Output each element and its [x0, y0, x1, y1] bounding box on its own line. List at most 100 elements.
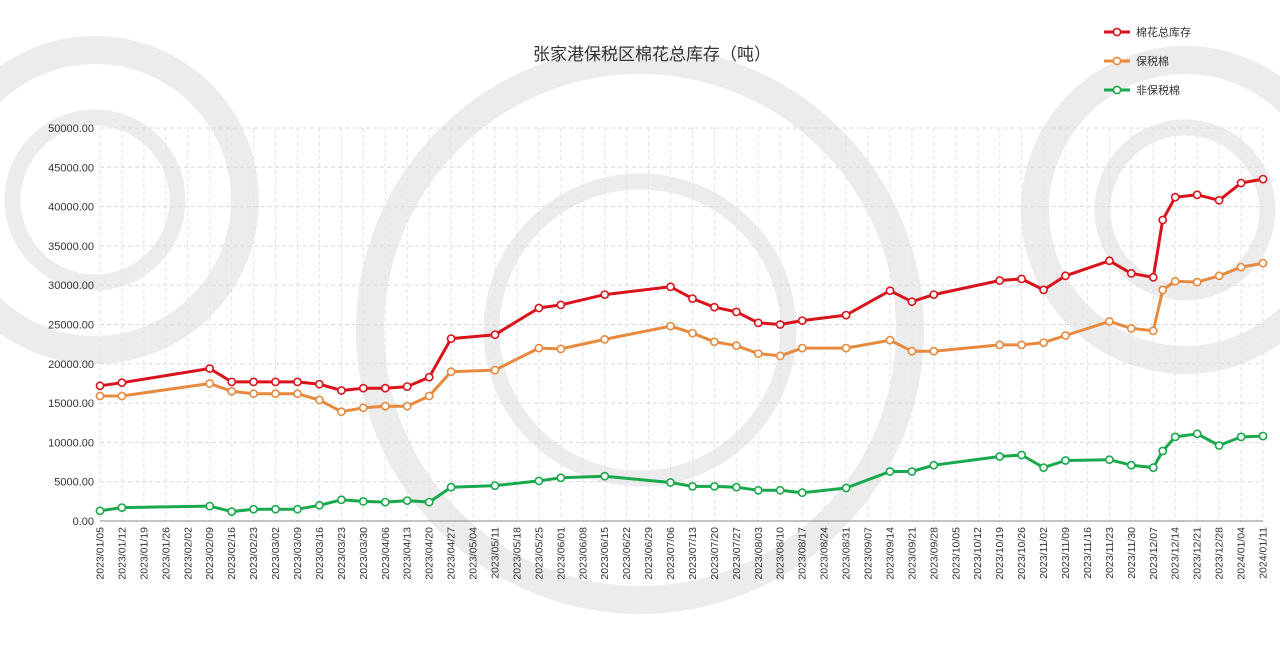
data-point-total[interactable] — [775, 320, 785, 329]
data-point-nonbonded[interactable] — [600, 471, 610, 481]
data-point-nonbonded[interactable] — [1214, 441, 1224, 450]
data-point-total[interactable] — [293, 377, 302, 387]
data-point-nonbonded[interactable] — [1126, 460, 1136, 470]
data-point-bonded[interactable] — [775, 351, 785, 361]
data-point-bonded[interactable] — [1126, 323, 1136, 333]
data-point-total[interactable] — [732, 307, 741, 317]
data-point-bonded[interactable] — [1039, 338, 1048, 347]
data-point-bonded[interactable] — [271, 389, 280, 399]
data-point-bonded[interactable] — [293, 389, 302, 399]
data-point-nonbonded[interactable] — [293, 504, 302, 514]
data-point-bonded[interactable] — [666, 321, 675, 331]
legend-item-nonbonded[interactable]: 非保税棉 — [1104, 83, 1180, 97]
data-point-nonbonded[interactable] — [1192, 429, 1202, 439]
data-point-nonbonded[interactable] — [1258, 431, 1268, 441]
data-point-total[interactable] — [1039, 285, 1048, 295]
data-point-nonbonded[interactable] — [753, 485, 763, 495]
data-point-bonded[interactable] — [907, 346, 917, 356]
data-point-nonbonded[interactable] — [907, 467, 917, 476]
legend-item-total[interactable]: 棉花总库存 — [1104, 25, 1191, 39]
data-point-nonbonded[interactable] — [1158, 446, 1168, 456]
data-point-nonbonded[interactable] — [1236, 432, 1246, 442]
data-point-bonded[interactable] — [1017, 340, 1026, 350]
data-point-bonded[interactable] — [732, 341, 741, 351]
data-point-total[interactable] — [885, 286, 895, 296]
data-point-nonbonded[interactable] — [534, 476, 544, 486]
data-point-nonbonded[interactable] — [1148, 463, 1158, 472]
data-point-bonded[interactable] — [885, 335, 895, 345]
data-point-total[interactable] — [1192, 190, 1202, 200]
data-point-nonbonded[interactable] — [402, 496, 412, 505]
data-point-total[interactable] — [1236, 178, 1246, 188]
data-point-nonbonded[interactable] — [885, 467, 895, 476]
data-point-total[interactable] — [314, 379, 324, 389]
data-point-total[interactable] — [1017, 274, 1026, 284]
data-point-total[interactable] — [556, 300, 566, 310]
data-point-bonded[interactable] — [1258, 258, 1268, 268]
data-point-total[interactable] — [600, 290, 610, 299]
data-point-total[interactable] — [205, 364, 215, 373]
data-point-bonded[interactable] — [1236, 262, 1246, 272]
data-point-total[interactable] — [797, 316, 807, 325]
data-point-bonded[interactable] — [402, 401, 412, 411]
data-point-bonded[interactable] — [753, 349, 763, 358]
data-point-bonded[interactable] — [227, 386, 237, 396]
data-point-nonbonded[interactable] — [117, 503, 127, 512]
data-point-nonbonded[interactable] — [380, 497, 390, 507]
data-point-total[interactable] — [117, 378, 127, 388]
data-point-bonded[interactable] — [205, 379, 215, 388]
data-point-bonded[interactable] — [117, 391, 127, 401]
data-point-total[interactable] — [446, 334, 456, 343]
data-point-total[interactable] — [249, 377, 258, 387]
data-point-total[interactable] — [424, 372, 434, 382]
data-point-total[interactable] — [95, 381, 105, 391]
data-point-nonbonded[interactable] — [446, 482, 456, 492]
data-point-bonded[interactable] — [1061, 331, 1070, 340]
data-point-nonbonded[interactable] — [995, 452, 1005, 461]
data-point-nonbonded[interactable] — [1061, 456, 1070, 465]
data-point-bonded[interactable] — [600, 334, 610, 344]
data-point-nonbonded[interactable] — [1039, 463, 1048, 472]
data-point-total[interactable] — [666, 282, 675, 292]
data-point-bonded[interactable] — [995, 340, 1005, 350]
data-point-nonbonded[interactable] — [1105, 455, 1114, 465]
data-point-nonbonded[interactable] — [336, 495, 346, 505]
data-point-bonded[interactable] — [1105, 316, 1114, 326]
data-point-bonded[interactable] — [446, 367, 456, 377]
data-point-bonded[interactable] — [710, 337, 719, 347]
data-point-bonded[interactable] — [929, 346, 939, 356]
data-point-nonbonded[interactable] — [556, 473, 566, 483]
data-point-total[interactable] — [1258, 174, 1268, 184]
data-point-bonded[interactable] — [249, 389, 258, 399]
data-point-total[interactable] — [336, 386, 346, 395]
data-point-nonbonded[interactable] — [424, 497, 434, 507]
data-point-total[interactable] — [710, 302, 719, 312]
data-point-nonbonded[interactable] — [358, 496, 368, 506]
data-point-nonbonded[interactable] — [249, 504, 258, 514]
data-point-nonbonded[interactable] — [929, 460, 939, 470]
data-point-bonded[interactable] — [1148, 326, 1158, 336]
data-point-bonded[interactable] — [1158, 285, 1168, 295]
data-point-bonded[interactable] — [1214, 271, 1224, 281]
data-point-bonded[interactable] — [336, 407, 346, 417]
data-point-total[interactable] — [358, 383, 368, 393]
data-point-nonbonded[interactable] — [227, 507, 237, 516]
data-point-bonded[interactable] — [797, 343, 807, 353]
data-point-bonded[interactable] — [424, 391, 434, 401]
data-point-total[interactable] — [841, 310, 851, 320]
data-point-bonded[interactable] — [1192, 277, 1202, 287]
data-point-total[interactable] — [753, 318, 763, 328]
data-point-bonded[interactable] — [841, 343, 851, 353]
data-point-nonbonded[interactable] — [271, 504, 280, 514]
data-point-total[interactable] — [1214, 195, 1224, 205]
data-point-total[interactable] — [1105, 256, 1114, 266]
legend-item-bonded[interactable]: 保税棉 — [1104, 54, 1169, 68]
data-point-total[interactable] — [688, 294, 697, 303]
data-point-total[interactable] — [1148, 272, 1158, 282]
data-point-total[interactable] — [907, 297, 917, 307]
data-point-bonded[interactable] — [490, 365, 500, 375]
data-point-total[interactable] — [490, 330, 500, 340]
data-point-nonbonded[interactable] — [732, 482, 741, 492]
data-point-nonbonded[interactable] — [1170, 432, 1180, 442]
data-point-total[interactable] — [995, 276, 1005, 285]
